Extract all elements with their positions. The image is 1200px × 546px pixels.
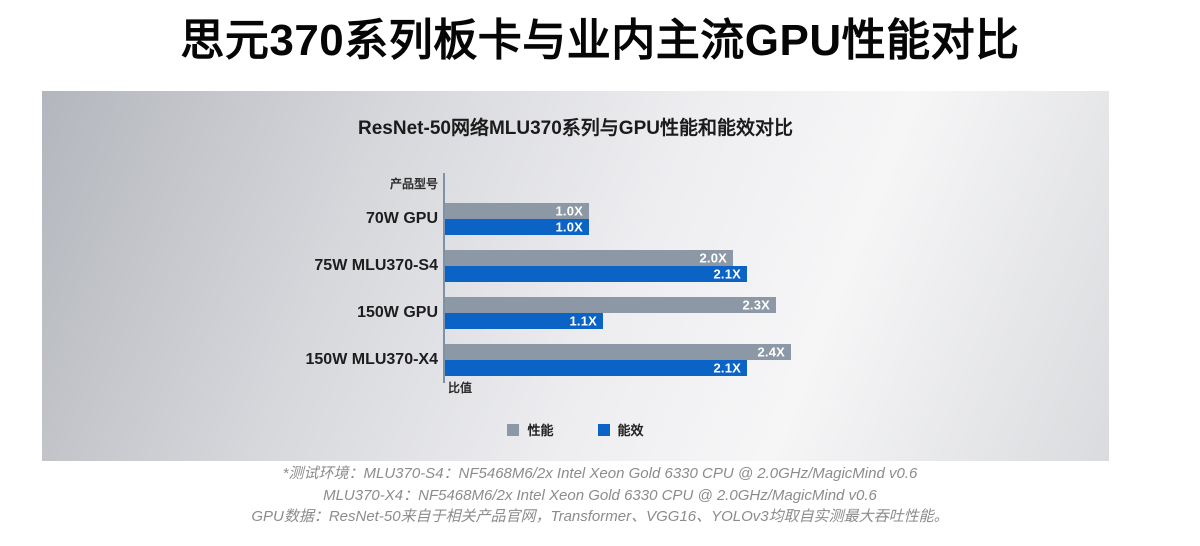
bar-performance: 1.0X: [445, 203, 589, 219]
bar-value-label: 2.1X: [713, 266, 741, 282]
bar-value-label: 2.3X: [742, 297, 770, 313]
chart-panel: ResNet-50网络MLU370系列与GPU性能和能效对比 产品型号 70W …: [42, 91, 1109, 461]
footnotes: *测试环境：MLU370-S4：NF5468M6/2x Intel Xeon G…: [0, 463, 1200, 528]
category-label: 75W MLU370-S4: [314, 257, 438, 274]
bar-value-label: 2.0X: [699, 250, 727, 266]
performance-swatch-icon: [507, 423, 520, 436]
bar-efficiency: 1.1X: [445, 313, 603, 329]
category-label: 150W MLU370-X4: [305, 351, 439, 368]
bar-value-label: 1.0X: [555, 203, 583, 219]
bar-efficiency: 1.0X: [445, 219, 589, 235]
footnote-line-3: GPU数据：ResNet-50来自于相关产品官网，Transformer、VGG…: [251, 508, 949, 525]
legend-item-performance: 性能: [507, 420, 554, 439]
chart-title: ResNet-50网络MLU370系列与GPU性能和能效对比: [358, 118, 793, 139]
category-label: 70W GPU: [365, 210, 438, 227]
footnote-line-2: MLU370-X4：NF5468M6/2x Intel Xeon Gold 63…: [323, 486, 877, 504]
category-label: 150W GPU: [357, 304, 438, 321]
bar-efficiency: 2.1X: [445, 266, 747, 282]
bar-value-label: 2.1X: [713, 360, 741, 376]
x-axis-label: 比值: [448, 381, 473, 395]
legend: 性能 能效: [42, 420, 1109, 439]
efficiency-swatch-icon: [597, 423, 610, 436]
bar-performance: 2.3X: [445, 297, 776, 313]
legend-item-efficiency: 能效: [597, 420, 644, 439]
bar-performance: 2.0X: [445, 250, 733, 266]
page-title: 思元370系列板卡与业内主流GPU性能对比: [180, 16, 1020, 65]
plot-area: 1.0X 1.0X 2.0X 2.1X 2.3X 1.1X 2.4X 2.1X: [445, 203, 805, 395]
bar-efficiency: 2.1X: [445, 360, 747, 376]
y-axis-line: [443, 173, 445, 383]
bar-value-label: 2.4X: [757, 344, 785, 360]
bar-performance: 2.4X: [445, 344, 791, 360]
legend-label-efficiency: 能效: [617, 423, 644, 438]
y-axis-label: 产品型号: [389, 177, 438, 191]
category-labels: 70W GPU 75W MLU370-S4 150W GPU 150W MLU370-…: [42, 203, 439, 395]
legend-label-performance: 性能: [527, 423, 554, 438]
footnote-line-1: *测试环境：MLU370-S4：NF5468M6/2x Intel Xeon G…: [282, 465, 918, 482]
bar-value-label: 1.0X: [555, 219, 583, 235]
bar-value-label: 1.1X: [569, 313, 597, 329]
